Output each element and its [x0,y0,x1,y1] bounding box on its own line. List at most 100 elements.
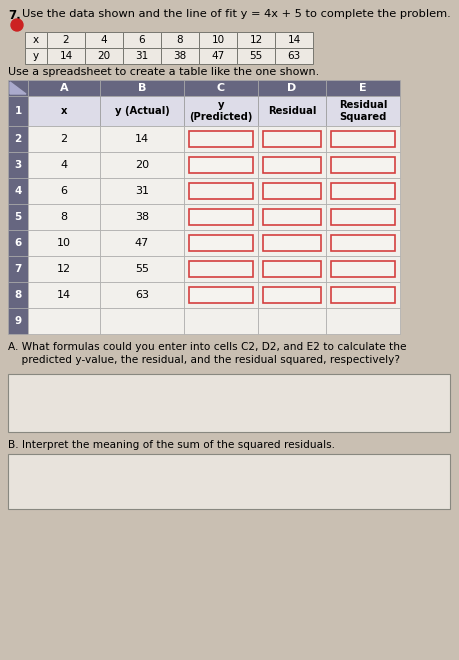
Bar [28,80,100,96]
Bar [236,32,274,48]
Text: x: x [14,20,20,30]
Text: Use a spreadsheet to create a table like the one shown.: Use a spreadsheet to create a table like… [8,67,319,77]
Bar [189,209,252,225]
Bar [263,209,320,225]
Bar [189,287,252,303]
Bar [8,374,449,432]
Bar [100,80,184,96]
Polygon shape [10,82,26,94]
Bar [263,183,320,199]
Bar [325,126,399,152]
Bar [100,152,184,178]
Text: 9: 9 [14,316,22,326]
Text: 31: 31 [135,51,148,61]
Text: 4: 4 [60,160,67,170]
Bar [263,235,320,251]
Text: 2: 2 [62,35,69,45]
Bar [184,282,257,308]
Circle shape [11,19,23,31]
Bar [184,80,257,96]
Bar [28,178,100,204]
Text: 4: 4 [14,186,22,196]
Text: E: E [358,83,366,93]
Text: 20: 20 [134,160,149,170]
Bar [257,126,325,152]
Bar [161,32,199,48]
Bar [274,32,312,48]
Bar [123,32,161,48]
Bar [184,96,257,126]
Bar [263,287,320,303]
Text: 14: 14 [134,134,149,144]
Bar [257,256,325,282]
Bar [8,230,28,256]
Text: 8: 8 [176,35,183,45]
Text: 6: 6 [14,238,22,248]
Bar [100,256,184,282]
Bar [257,282,325,308]
Text: Use the data shown and the line of fit y = 4x + 5 to complete the problem.: Use the data shown and the line of fit y… [22,9,450,19]
Text: 14: 14 [57,290,71,300]
Text: 4: 4 [101,35,107,45]
Bar [257,152,325,178]
Text: y: y [33,51,39,61]
Text: x: x [61,106,67,116]
Bar [25,32,47,48]
Bar [257,204,325,230]
Bar [100,282,184,308]
Bar [100,126,184,152]
Bar [100,204,184,230]
Text: 5: 5 [14,212,22,222]
Bar [28,96,100,126]
Bar [257,230,325,256]
Text: 12: 12 [57,264,71,274]
Bar [28,230,100,256]
Bar [184,204,257,230]
Text: 20: 20 [97,51,110,61]
Text: A. What formulas could you enter into cells C2, D2, and E2 to calculate the
    : A. What formulas could you enter into ce… [8,342,406,365]
Text: 12: 12 [249,35,262,45]
Bar [100,230,184,256]
Bar [100,308,184,334]
Text: 47: 47 [134,238,149,248]
Text: A: A [60,83,68,93]
Bar [28,256,100,282]
Text: 1: 1 [14,106,22,116]
Bar [184,256,257,282]
Bar [184,308,257,334]
Text: y
(Predicted): y (Predicted) [189,100,252,122]
Bar [325,204,399,230]
Bar [184,126,257,152]
Bar [8,204,28,230]
Bar [85,48,123,64]
Text: 14: 14 [59,51,73,61]
Bar [330,131,394,147]
Bar [236,48,274,64]
Bar [189,183,252,199]
Bar [8,152,28,178]
Text: 7: 7 [14,264,22,274]
Text: y (Actual): y (Actual) [114,106,169,116]
Bar [325,308,399,334]
Bar [263,261,320,277]
Text: B. Interpret the meaning of the sum of the squared residuals.: B. Interpret the meaning of the sum of t… [8,440,334,450]
Text: 55: 55 [249,51,262,61]
Text: 8: 8 [60,212,67,222]
Bar [28,308,100,334]
Text: 31: 31 [134,186,149,196]
Text: 6: 6 [61,186,67,196]
Text: Residual
Squared: Residual Squared [338,100,386,122]
Bar [189,235,252,251]
Bar [100,96,184,126]
Bar [28,126,100,152]
Text: 10: 10 [57,238,71,248]
Bar [8,126,28,152]
Bar [85,32,123,48]
Bar [330,209,394,225]
Bar [330,157,394,173]
Bar [263,157,320,173]
Text: D: D [287,83,296,93]
Bar [330,183,394,199]
Bar [28,204,100,230]
Text: x: x [33,35,39,45]
